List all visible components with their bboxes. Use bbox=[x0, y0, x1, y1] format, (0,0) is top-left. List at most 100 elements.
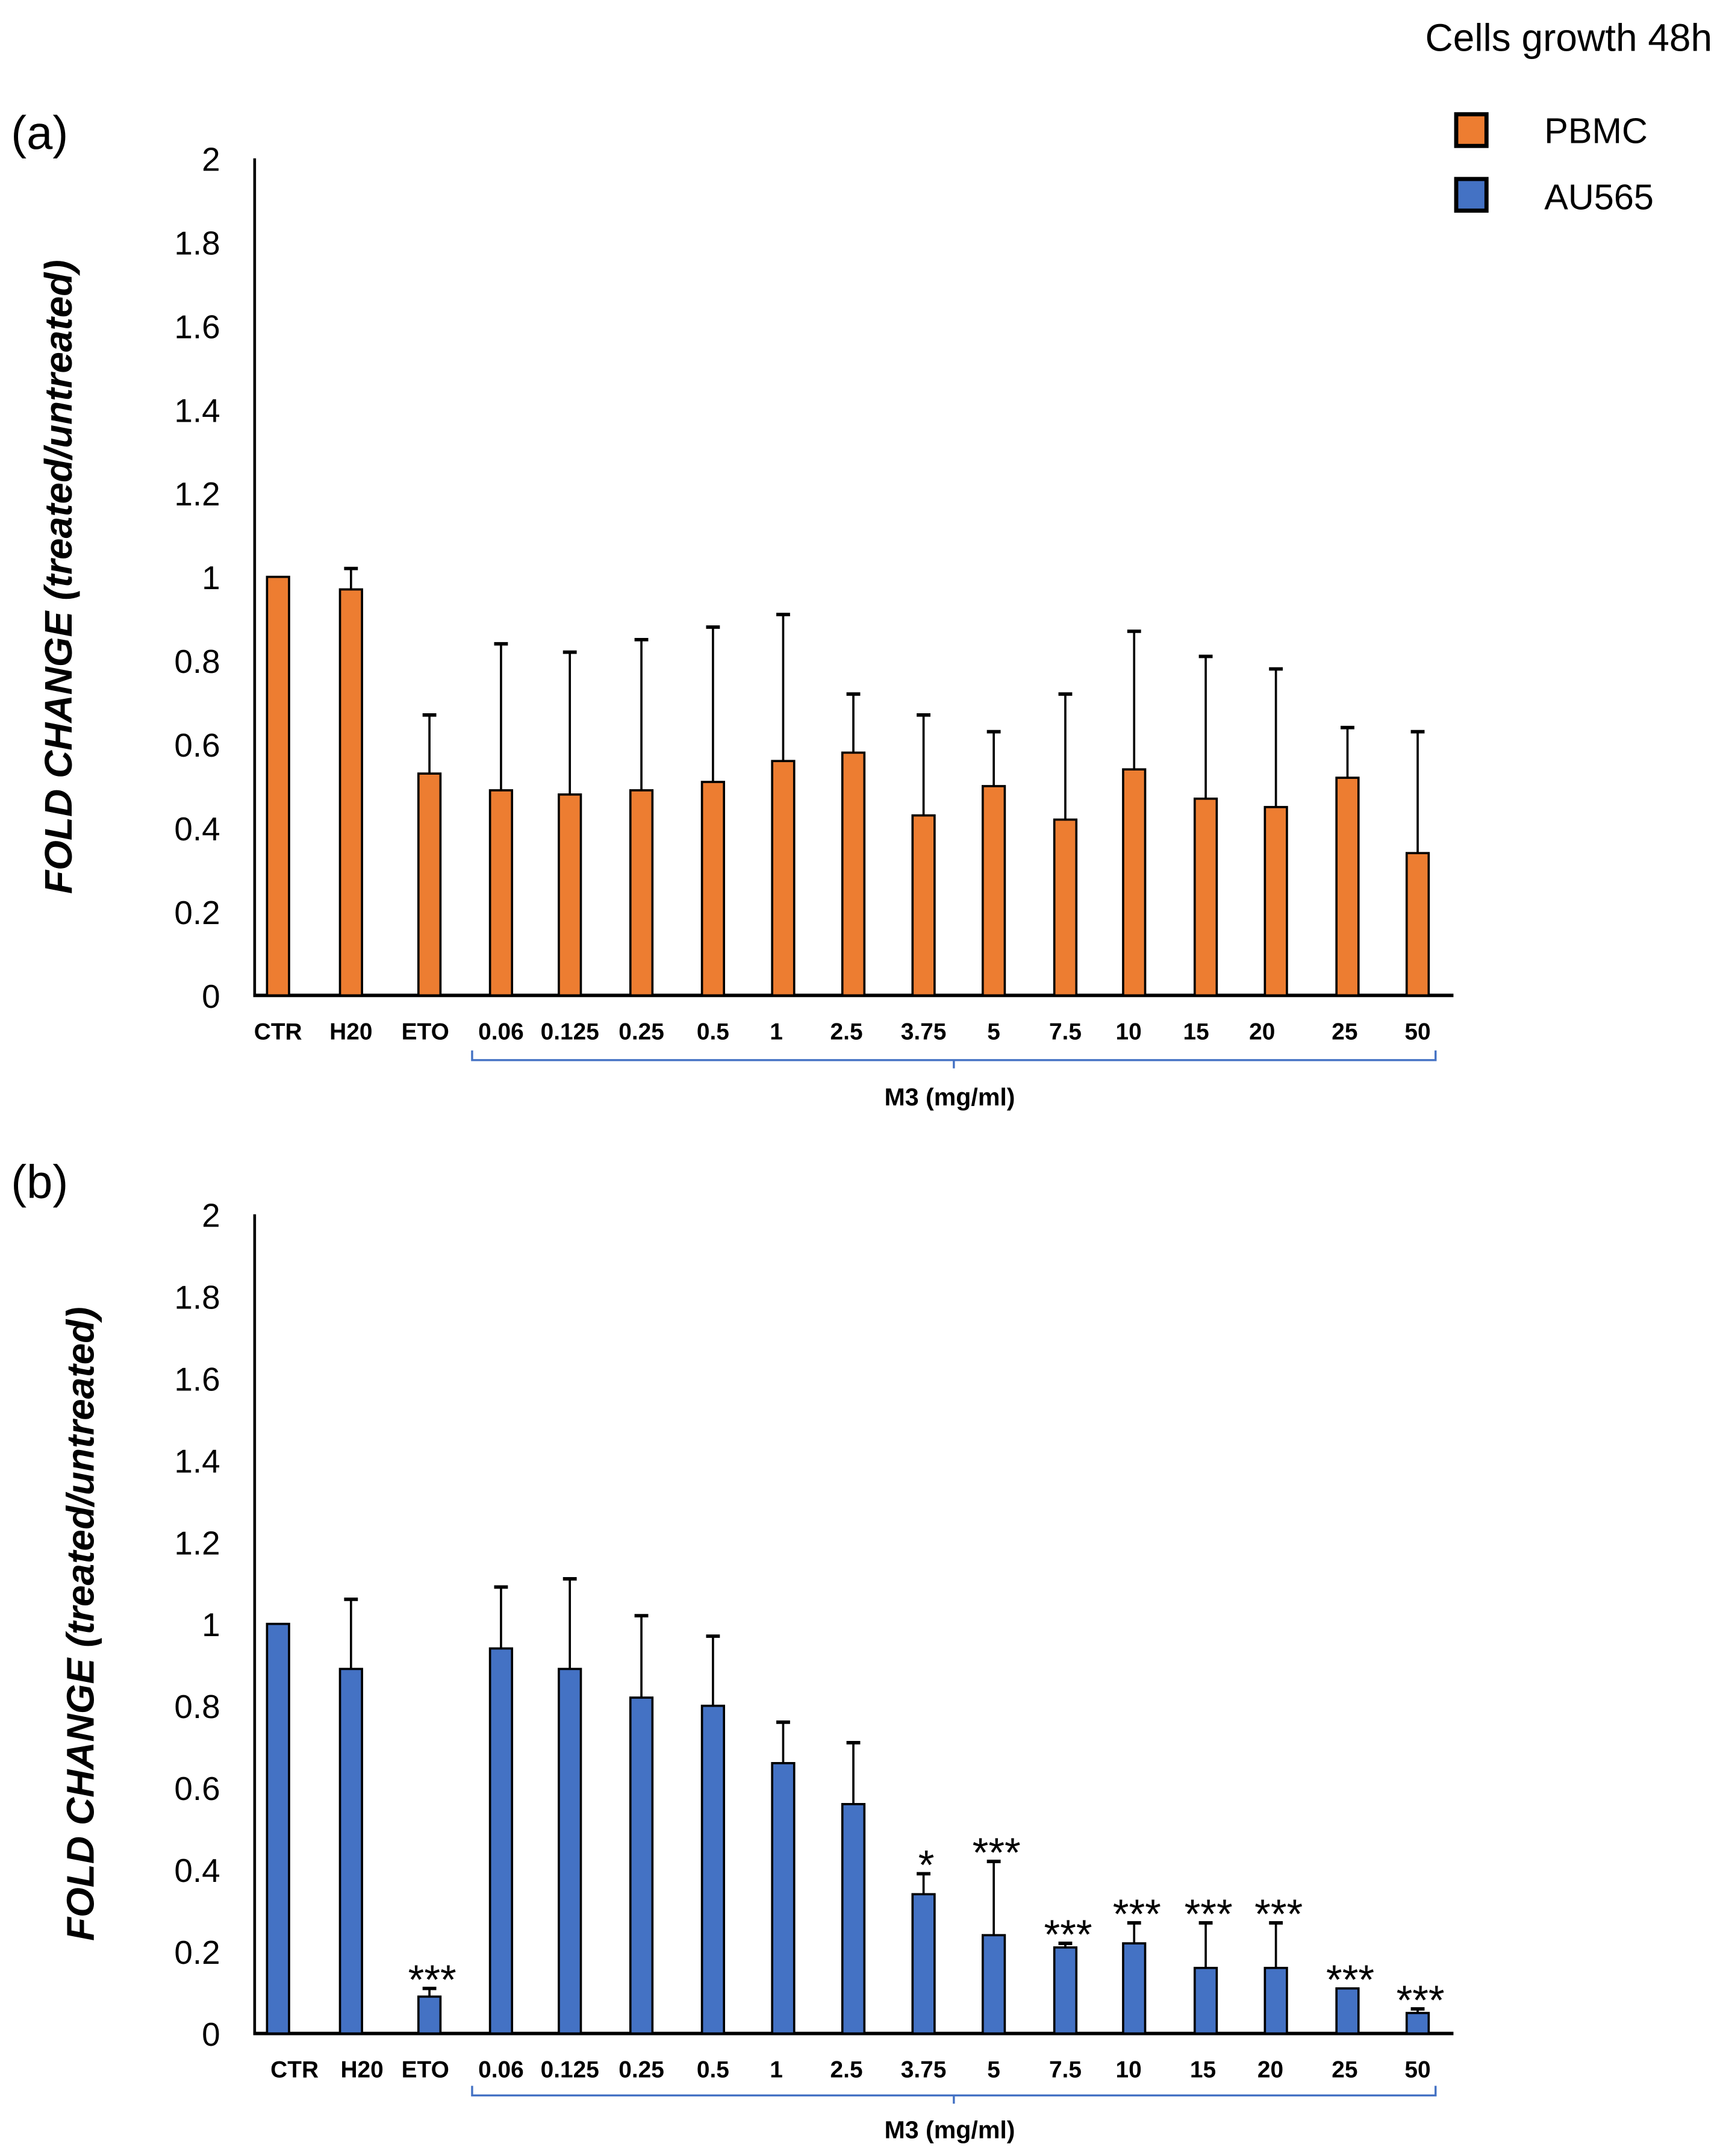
bar-50 bbox=[1405, 852, 1430, 997]
x-tick-label: 7.5 bbox=[1049, 2057, 1082, 2083]
y-tick-label: 0.8 bbox=[174, 1688, 220, 1725]
x-tick-label: 25 bbox=[1332, 1019, 1357, 1045]
significance-marker: *** bbox=[1113, 1891, 1161, 1937]
x-tick-label: CTR bbox=[270, 2057, 319, 2083]
significance-marker: *** bbox=[1185, 1891, 1233, 1937]
legend-label-au565: AU565 bbox=[1544, 177, 1654, 217]
y-tick-label: 0.2 bbox=[174, 894, 220, 931]
x-tick-label: 5 bbox=[987, 1019, 1000, 1045]
bar-50 bbox=[1405, 2011, 1430, 2035]
x-group-label: M3 (mg/ml) bbox=[884, 1083, 1015, 1111]
bar-0.125 bbox=[558, 1667, 582, 2035]
significance-marker: *** bbox=[973, 1829, 1021, 1876]
x-tick-label: 1 bbox=[770, 2057, 783, 2083]
bar-1 bbox=[771, 1762, 796, 2035]
x-tick-label: 20 bbox=[1249, 1019, 1275, 1045]
x-tick-label: ETO bbox=[402, 2057, 449, 2083]
y-axis-label-sub: (treated/untreated) bbox=[58, 1307, 102, 1647]
x-tick-label: H20 bbox=[329, 1019, 372, 1045]
panel-a-chart: (a) FOLD CHANGE (treated/untreated) 0 0.2 0.4… bbox=[11, 107, 1454, 1111]
x-tick-label: 3.75 bbox=[901, 2057, 947, 2083]
bar-20 bbox=[1263, 805, 1288, 997]
y-axis-label-main: FOLD CHANGE bbox=[37, 610, 80, 894]
bar-2.5 bbox=[841, 751, 866, 997]
bar-CTR bbox=[266, 1622, 290, 2035]
bar-H20 bbox=[338, 588, 363, 997]
x-tick-label: CTR bbox=[254, 1019, 302, 1045]
bar-5 bbox=[982, 1934, 1006, 2035]
x-tick-label: 3.75 bbox=[901, 1019, 947, 1045]
bar-10 bbox=[1122, 768, 1147, 997]
x-tick-label: 0.5 bbox=[697, 2057, 729, 2083]
bar-20 bbox=[1263, 1966, 1288, 2035]
bar-CTR bbox=[266, 575, 290, 997]
legend: PBMC AU565 bbox=[1454, 111, 1654, 217]
bar-25 bbox=[1335, 1987, 1360, 2035]
x-tick-label: 15 bbox=[1183, 1019, 1209, 1045]
y-tick-label: 1 bbox=[202, 559, 220, 596]
y-axis-label-sub: (treated/untreated) bbox=[37, 260, 80, 600]
figure-title: Cells growth 48h bbox=[1425, 16, 1713, 60]
y-axis-label: FOLD CHANGE (treated/untreated) bbox=[37, 260, 80, 894]
bar-0.25 bbox=[629, 1696, 654, 2035]
x-tick-label: H20 bbox=[340, 2057, 383, 2083]
bar-0.25 bbox=[629, 789, 654, 997]
x-tick-label: 50 bbox=[1404, 2057, 1430, 2083]
bar-0.5 bbox=[700, 1704, 725, 2035]
x-tick-label: 10 bbox=[1115, 2057, 1141, 2083]
x-tick-label: 0.25 bbox=[618, 1019, 664, 1045]
bar-7.5 bbox=[1053, 818, 1078, 997]
legend-swatch-au565 bbox=[1454, 177, 1489, 213]
bar-0.5 bbox=[700, 781, 725, 997]
x-tick-label: 0.125 bbox=[541, 1019, 599, 1045]
bar-15 bbox=[1193, 1966, 1218, 2035]
y-tick-label: 1.8 bbox=[174, 224, 220, 261]
bar-3.75 bbox=[911, 814, 936, 997]
x-group-label: M3 (mg/ml) bbox=[884, 2116, 1015, 2143]
y-tick-label: 1.8 bbox=[174, 1278, 220, 1316]
x-tick-label: 0.125 bbox=[541, 2057, 599, 2083]
y-tick-label: 1.6 bbox=[174, 1360, 220, 1398]
y-tick-label: 2 bbox=[202, 140, 220, 178]
significance-marker: *** bbox=[1044, 1911, 1092, 1958]
significance-marker: * bbox=[918, 1842, 935, 1889]
y-tick-label: 0 bbox=[202, 978, 220, 1015]
y-tick-label: 1.2 bbox=[174, 475, 220, 513]
bar-ETO bbox=[417, 1995, 442, 2035]
significance-marker: *** bbox=[1326, 1957, 1374, 2003]
y-tick-label: 2 bbox=[202, 1196, 220, 1234]
y-tick-label: 1 bbox=[202, 1606, 220, 1643]
x-tick-label: 2.5 bbox=[830, 1019, 863, 1045]
x-tick-label: 15 bbox=[1190, 2057, 1216, 2083]
legend-swatch-pbmc bbox=[1454, 112, 1489, 148]
x-tick-label: 25 bbox=[1332, 2057, 1357, 2083]
x-tick-label: 1 bbox=[770, 1019, 783, 1045]
y-tick-label: 1.6 bbox=[174, 308, 220, 345]
bar-5 bbox=[982, 785, 1006, 997]
y-tick-label: 0 bbox=[202, 2016, 220, 2053]
y-tick-label: 0.4 bbox=[174, 810, 220, 848]
y-tick-label: 0.8 bbox=[174, 643, 220, 680]
bar-10 bbox=[1122, 1942, 1147, 2035]
bar-3.75 bbox=[911, 1893, 936, 2035]
x-tick-label: ETO bbox=[402, 1019, 449, 1045]
significance-marker: *** bbox=[1397, 1977, 1445, 2023]
x-tick-label: 0.5 bbox=[697, 1019, 729, 1045]
x-tick-label: 20 bbox=[1257, 2057, 1283, 2083]
bar-7.5 bbox=[1053, 1946, 1078, 2035]
x-tick-label: 5 bbox=[987, 2057, 1000, 2083]
y-tick-label: 0.6 bbox=[174, 726, 220, 764]
group-bracket bbox=[471, 2086, 1437, 2104]
panel-label: (a) bbox=[11, 107, 68, 159]
x-tick-label: 50 bbox=[1404, 1019, 1430, 1045]
bar-H20 bbox=[338, 1667, 363, 2035]
bar-0.06 bbox=[488, 789, 514, 997]
x-tick-label: 0.25 bbox=[618, 2057, 664, 2083]
bar-15 bbox=[1193, 798, 1218, 997]
x-tick-label: 2.5 bbox=[830, 2057, 863, 2083]
y-axis-label: FOLD CHANGE (treated/untreated) bbox=[58, 1307, 102, 1941]
y-tick-label: 1.4 bbox=[174, 392, 220, 429]
bar-0.125 bbox=[558, 793, 582, 997]
x-tick-label: 10 bbox=[1115, 1019, 1141, 1045]
